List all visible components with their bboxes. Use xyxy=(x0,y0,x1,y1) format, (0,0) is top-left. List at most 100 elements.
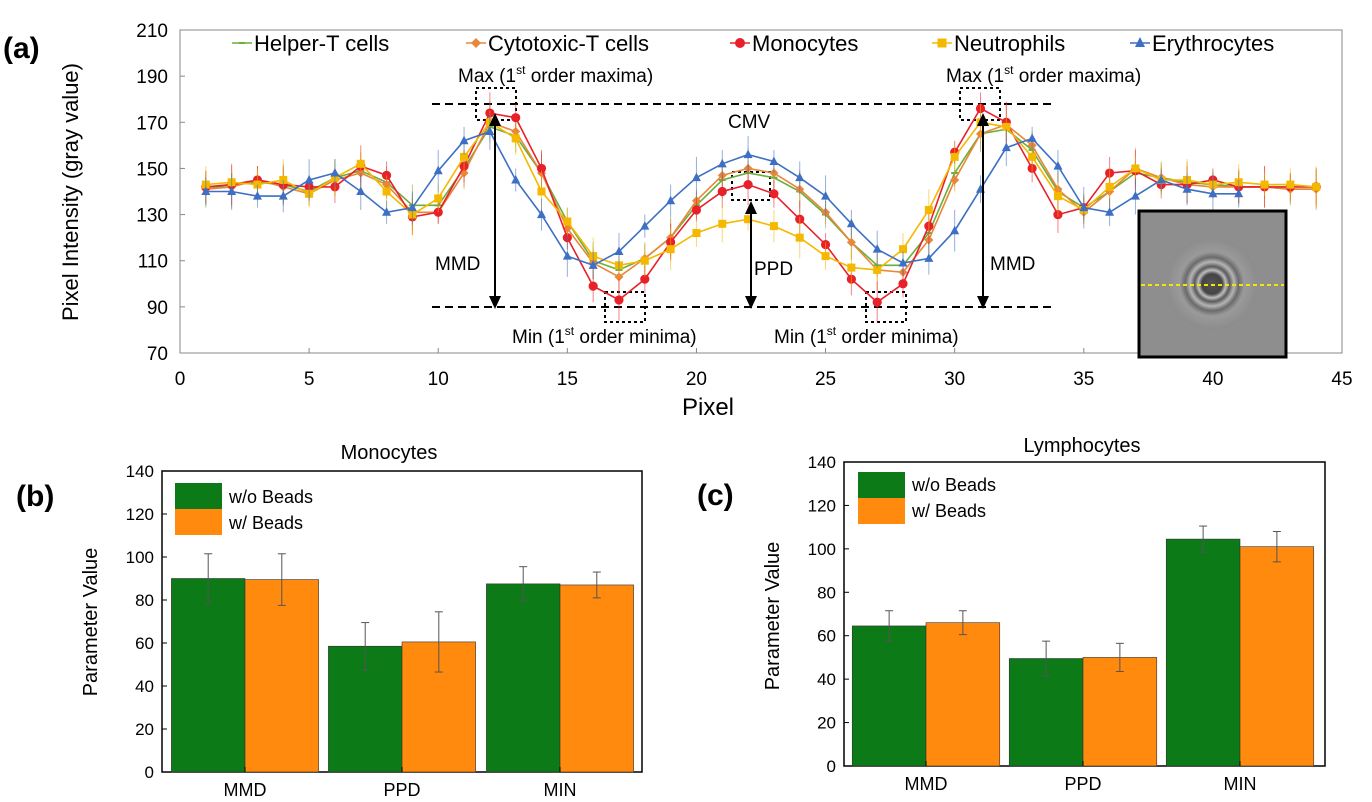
panel-a-xtick-label: 40 xyxy=(1202,369,1223,390)
data-point-neutrophils xyxy=(821,252,830,261)
legend-label-monocytes: Monocytes xyxy=(752,31,858,56)
bar-mmd-w-beads xyxy=(925,622,1001,767)
data-point-erythrocytes xyxy=(511,174,521,184)
data-point-monocytes xyxy=(536,163,547,174)
data-point-neutrophils xyxy=(1260,180,1269,189)
panel-a-xtick-label: 20 xyxy=(686,369,707,390)
data-point-erythrocytes xyxy=(1182,184,1192,193)
bar-ppd-wo-beads xyxy=(1008,658,1084,767)
data-point-erythrocytes xyxy=(691,172,701,182)
panel-c-legend-label-green: w/o Beads xyxy=(911,475,996,495)
data-point-erythrocytes xyxy=(201,186,211,195)
data-point-monocytes xyxy=(588,281,598,291)
panel-a-ytick-label: 190 xyxy=(136,67,168,88)
panel-c-ylabel: Parameter Value xyxy=(762,542,784,691)
data-point-neutrophils xyxy=(899,245,908,254)
data-point-erythrocytes xyxy=(717,158,727,168)
data-point-monocytes xyxy=(640,274,650,284)
panel-a-xtick-label: 5 xyxy=(304,369,315,390)
error-bar xyxy=(592,571,601,599)
error-bar xyxy=(519,566,528,602)
legend-marker-helper xyxy=(239,42,245,44)
error-bar xyxy=(1272,530,1281,563)
data-point-neutrophils xyxy=(924,205,933,214)
data-point-erythrocytes xyxy=(562,251,572,260)
data-point-neutrophils xyxy=(1312,182,1321,191)
panel-b-legend-swatch-orange xyxy=(175,509,222,535)
panel-a-xtick-label: 10 xyxy=(428,369,449,390)
ytick-label: 120 xyxy=(126,505,154,524)
data-point-erythrocytes xyxy=(459,135,469,145)
min-box-right xyxy=(865,291,907,323)
cell-image-inset xyxy=(1137,209,1288,359)
panel-a: (a) 70 90 110 130 150 170 190 210 0 5 10 15 20 25 30 3… xyxy=(3,21,1353,421)
data-point-monocytes xyxy=(898,279,908,289)
data-point-erythrocytes xyxy=(769,156,779,166)
data-point-cytotoxic xyxy=(846,237,856,247)
xtick-label: MIN xyxy=(544,780,577,800)
xtick-label: PPD xyxy=(1064,774,1101,794)
data-point-erythrocytes xyxy=(588,260,598,269)
data-point-erythrocytes xyxy=(1208,188,1218,198)
panel-a-xtick-label: 35 xyxy=(1073,369,1094,390)
annotation-min-right: Min (1st order minima) xyxy=(774,324,959,348)
panel-label-b: (b) xyxy=(16,480,54,513)
legend-label-cytotoxic: Cytotoxic-T cells xyxy=(488,31,649,56)
data-point-neutrophils xyxy=(744,215,753,224)
panel-a-ytick-label: 110 xyxy=(138,252,168,273)
data-point-erythrocytes xyxy=(382,207,392,216)
data-point-neutrophils xyxy=(537,187,546,196)
panel-a-legend: Helper-T cells Cytotoxic-T cells Monocytes… xyxy=(232,31,1274,56)
data-point-erythrocytes xyxy=(227,186,237,195)
data-point-neutrophils xyxy=(718,219,727,228)
data-point-erythrocytes xyxy=(407,202,417,212)
ytick-label: 20 xyxy=(135,720,154,739)
ytick-label: 0 xyxy=(827,757,836,776)
series-line-neutrophils xyxy=(205,121,1317,271)
panel-a-frame xyxy=(179,29,1343,354)
ytick-label: 20 xyxy=(817,714,836,733)
annotation-min-left: Min (1st order minima) xyxy=(512,324,697,348)
panel-label-c: (c) xyxy=(697,479,734,512)
data-point-neutrophils xyxy=(1002,122,1011,131)
annotation-cmv: CMV xyxy=(728,112,771,133)
panel-a-ylabel: Pixel Intensity (gray value) xyxy=(58,63,83,321)
data-point-erythrocytes xyxy=(1130,191,1140,200)
data-point-erythrocytes xyxy=(1105,207,1115,216)
ppd-arrow xyxy=(745,201,757,309)
ytick-label: 140 xyxy=(808,453,836,472)
data-point-neutrophils xyxy=(847,263,856,272)
xtick-label: MMD xyxy=(224,780,267,800)
data-point-neutrophils xyxy=(1286,180,1295,189)
data-point-erythrocytes xyxy=(1001,142,1011,152)
panel-b-title: Monocytes xyxy=(341,442,438,464)
error-bar xyxy=(361,622,370,671)
data-point-neutrophils xyxy=(1028,152,1037,161)
panel-a-xtick-label: 15 xyxy=(557,369,578,390)
data-point-monocytes xyxy=(691,205,702,215)
data-point-monocytes xyxy=(511,113,521,123)
data-point-erythrocytes xyxy=(795,172,805,182)
data-point-neutrophils xyxy=(382,187,391,196)
data-point-neutrophils xyxy=(563,217,572,226)
legend-label-neutrophils: Neutrophils xyxy=(954,31,1065,56)
legend-marker-cytotoxic xyxy=(471,38,481,48)
legend-marker-erythrocytes xyxy=(1135,37,1145,47)
data-point-erythrocytes xyxy=(872,244,882,253)
data-point-erythrocytes xyxy=(330,168,340,177)
ytick-label: 120 xyxy=(808,496,836,515)
panel-c-legend-label-orange: w/ Beads xyxy=(911,501,986,521)
data-point-neutrophils xyxy=(795,233,804,242)
panel-a-ytick-label: 90 xyxy=(147,298,168,319)
data-point-monocytes xyxy=(614,295,624,305)
ytick-label: 0 xyxy=(145,763,154,782)
bar-mmd-wo-beads xyxy=(851,625,927,767)
panel-a-ytick-label: 70 xyxy=(147,344,168,365)
data-point-erythrocytes xyxy=(1156,174,1166,184)
panel-c-title: Lymphocytes xyxy=(1023,435,1140,457)
data-point-erythrocytes xyxy=(433,165,443,175)
data-point-cytotoxic xyxy=(950,175,960,185)
panel-c-legend-swatch-orange xyxy=(858,498,905,524)
error-bar xyxy=(1042,640,1051,677)
